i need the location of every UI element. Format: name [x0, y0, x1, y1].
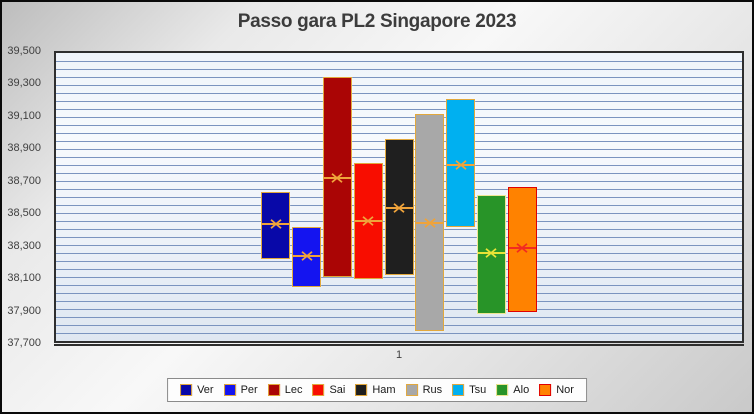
y-gridline: [56, 133, 742, 134]
legend-swatch: [496, 384, 509, 396]
legend-swatch: [180, 384, 193, 396]
legend-item-rus[interactable]: Rus: [404, 384, 445, 396]
y-gridline: [56, 293, 742, 294]
y-axis-tick-label: 38,300: [7, 239, 41, 252]
y-gridline: [56, 125, 742, 126]
y-gridline: [56, 277, 742, 278]
y-axis-labels: 39,500 39,300 39,100 38,900 38,700 38,500 38,3…: [2, 45, 48, 349]
legend-label: Ham: [372, 384, 396, 396]
y-axis-tick-label: 39,300: [7, 77, 41, 90]
mean-x-marker: [362, 216, 375, 226]
legend-item-alo[interactable]: Alo: [494, 384, 531, 396]
bar-rus[interactable]: [415, 113, 445, 332]
mean-x-marker: [454, 160, 467, 170]
bar-tsu[interactable]: [446, 99, 476, 228]
legend-swatch: [452, 384, 465, 396]
y-gridline: [56, 92, 742, 94]
bar-ver[interactable]: [261, 192, 291, 260]
y-gridline: [56, 69, 742, 70]
legend-item-tsu[interactable]: Tsu: [450, 384, 488, 396]
mean-x-marker: [516, 243, 529, 254]
y-axis-tick-label: 37,700: [7, 337, 41, 349]
y-axis-tick-label: 39,500: [7, 45, 41, 57]
legend-swatch: [312, 384, 325, 396]
x-axis-category-label: 1: [395, 349, 403, 361]
legend-item-per[interactable]: Per: [222, 384, 260, 396]
legend-label: Alo: [513, 384, 530, 396]
legend-label: Rus: [422, 384, 443, 396]
mean-x-marker: [423, 217, 436, 228]
y-axis-tick-label: 37,900: [7, 304, 41, 317]
mean-x-marker: [300, 251, 313, 262]
y-gridline: [56, 101, 742, 102]
y-axis-tick-label: 38,100: [7, 272, 41, 285]
bar-per[interactable]: [292, 227, 322, 287]
legend-item-sai[interactable]: Sai: [310, 384, 347, 396]
y-gridline: [56, 285, 742, 286]
bar-ham[interactable]: [384, 139, 414, 276]
legend-item-nor[interactable]: Nor: [537, 384, 576, 396]
bar-lec[interactable]: [322, 77, 352, 277]
legend-label: Sai: [329, 384, 346, 396]
legend-swatch: [223, 384, 236, 396]
y-gridline: [56, 85, 742, 86]
legend-item-ver[interactable]: Ver: [178, 384, 216, 396]
y-gridline: [56, 309, 742, 310]
y-gridline: [56, 77, 742, 78]
y-axis-tick-label: 38,500: [7, 207, 41, 220]
legend-item-ham[interactable]: Ham: [353, 384, 397, 396]
y-axis-tick-label: 39,100: [7, 109, 41, 122]
y-gridline: [56, 117, 742, 118]
bar-sai[interactable]: [353, 163, 383, 279]
bar-alo[interactable]: [476, 195, 506, 314]
y-gridline: [56, 61, 742, 62]
y-axis-tick-label: 38,900: [7, 142, 41, 155]
legend-swatch: [355, 384, 368, 396]
legend-label: Tsu: [469, 384, 487, 396]
y-axis-tick-label: 38,700: [7, 174, 41, 187]
legend-swatch: [405, 384, 418, 396]
legend-swatch: [539, 384, 552, 396]
mean-x-marker: [269, 219, 282, 230]
mean-x-marker: [331, 172, 344, 183]
y-gridline: [56, 301, 742, 302]
legend-label: Nor: [556, 384, 574, 396]
legend[interactable]: Ver Per Lec Sai Ham Rus Tsu Alo Nor: [167, 378, 587, 402]
plot-area[interactable]: [54, 51, 744, 346]
mean-x-marker: [393, 203, 406, 214]
y-gridline: [56, 317, 742, 318]
legend-label: Ver: [197, 384, 214, 396]
chart-title: Passo gara PL2 Singapore 2023: [237, 11, 517, 32]
legend-label: Lec: [284, 384, 303, 396]
y-gridline: [56, 325, 742, 326]
legend-swatch: [267, 384, 280, 396]
mean-x-marker: [485, 248, 498, 258]
bar-nor[interactable]: [507, 187, 537, 313]
legend-item-lec[interactable]: Lec: [266, 384, 305, 396]
y-gridline: [56, 109, 742, 110]
legend-label: Per: [240, 384, 258, 396]
y-gridline: [56, 333, 742, 334]
